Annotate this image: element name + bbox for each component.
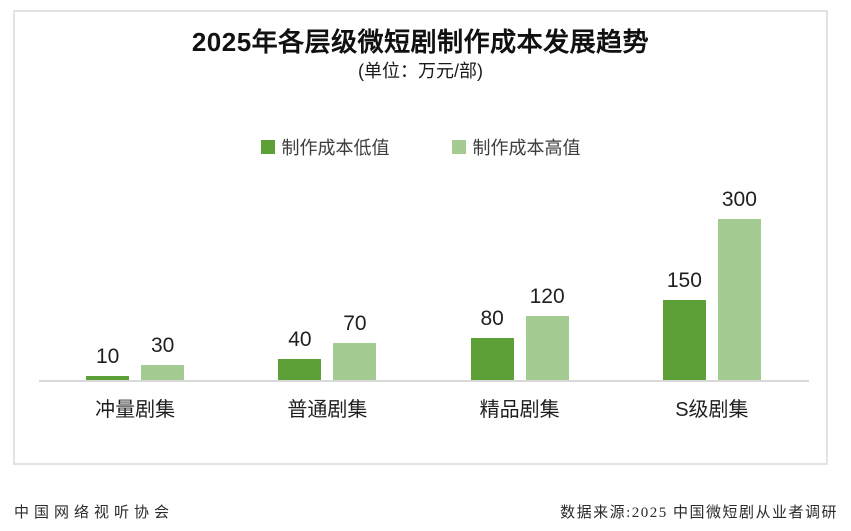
bar	[470, 337, 514, 381]
category-label: S级剧集	[675, 399, 749, 421]
bar-column: 120	[525, 285, 569, 381]
legend-swatch-high-icon	[451, 140, 466, 154]
footer-data-source: 数据来源:2025 中国微短剧从业者调研	[560, 505, 838, 521]
bar-column: 80	[470, 307, 514, 381]
category-label: 冲量剧集	[95, 399, 176, 421]
chart-subtitle: (单位：万元/部)	[358, 61, 483, 81]
bar-column: 70	[333, 312, 377, 381]
bar-value-label: 300	[721, 188, 757, 211]
bar	[86, 375, 130, 381]
bar-group: 80 120	[424, 0, 616, 381]
bar	[717, 219, 761, 381]
legend-item-high: 制作成本高值	[451, 134, 581, 160]
footer-organization: 中国网络视听协会	[14, 505, 175, 521]
chart-border-box	[13, 10, 828, 465]
bar	[525, 316, 569, 381]
bar	[141, 364, 185, 381]
bar-value-label: 40	[288, 328, 312, 352]
legend-label-low: 制作成本低值	[281, 138, 390, 158]
category-label: 普通剧集	[287, 399, 368, 421]
bar-column: 10	[86, 345, 130, 381]
chart-title: 2025年各层级微短剧制作成本发展趋势	[191, 27, 650, 57]
bar-group: 40 70	[231, 0, 423, 381]
bar	[333, 343, 377, 381]
bar	[278, 359, 322, 381]
bar	[662, 300, 706, 381]
bar-value-label: 10	[95, 344, 120, 368]
bar-column: 300	[717, 188, 761, 381]
bar-value-label: 120	[529, 285, 565, 309]
category-label: 精品剧集	[479, 399, 560, 421]
x-axis-line	[39, 380, 809, 382]
bar-value-label: 150	[666, 269, 702, 292]
bar-column: 40	[278, 328, 322, 381]
bar-column: 30	[141, 334, 185, 381]
bar-value-label: 70	[343, 312, 367, 336]
plot-area: 10 30 40 70 80 120 150 300	[39, 0, 808, 381]
bar-column: 150	[662, 269, 706, 381]
chart-legend: 制作成本低值 制作成本高值	[13, 134, 828, 160]
legend-item-low: 制作成本低值	[260, 134, 390, 160]
legend-label-high: 制作成本高值	[472, 138, 581, 158]
bar-value-label: 80	[480, 306, 504, 330]
legend-swatch-low-icon	[260, 140, 275, 154]
bar-group: 150 300	[616, 0, 808, 381]
bar-value-label: 30	[150, 333, 175, 357]
category-axis-labels: 冲量剧集 普通剧集 精品剧集 S级剧集	[39, 393, 808, 422]
bar-group: 10 30	[39, 0, 231, 381]
